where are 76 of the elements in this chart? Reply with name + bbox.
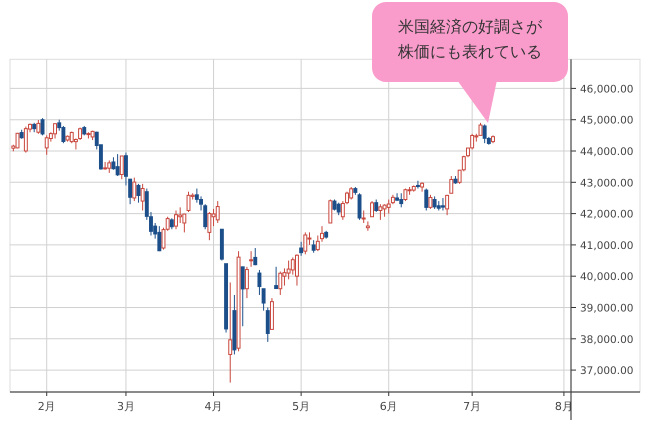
- candlestick: [382, 204, 387, 218]
- candlestick: [420, 182, 424, 192]
- candlestick: [349, 186, 354, 200]
- y-tick-label: 40,000.00: [580, 271, 634, 284]
- candlestick: [399, 192, 404, 208]
- y-tick-label: 39,000.00: [580, 302, 634, 314]
- annotation: 米国経済の好調さが株価にも表れている: [397, 17, 543, 61]
- candlestick: [70, 131, 74, 144]
- y-tick-label: 42,000.00: [580, 208, 634, 221]
- candlestick: [403, 188, 408, 202]
- candlestick: [207, 212, 212, 241]
- candlestick: [440, 197, 445, 211]
- candlestick: [36, 120, 40, 134]
- candlestick: [24, 126, 28, 154]
- candlestick: [370, 200, 374, 218]
- candlestick: [228, 282, 232, 384]
- x-tick-label: 7月: [463, 400, 482, 413]
- candlestick: [170, 218, 174, 230]
- y-tick-label: 37,000.00: [580, 365, 634, 378]
- candlestick: [140, 183, 145, 211]
- candlestick: [332, 199, 336, 211]
- candlestick: [449, 176, 454, 194]
- candlestick: [44, 134, 49, 156]
- candlestick: [378, 204, 382, 220]
- candlestick: [366, 220, 370, 232]
- candlestick: [32, 122, 36, 133]
- candlestick: [428, 194, 432, 210]
- candlestick: [240, 266, 245, 327]
- candlestick: [374, 199, 378, 213]
- candlestick: [90, 130, 95, 141]
- candlestick: [120, 155, 124, 180]
- x-tick-label: 5月: [292, 400, 310, 413]
- candlestick: [249, 250, 254, 268]
- y-tick-label: 45,000.00: [580, 114, 634, 127]
- callout: 米国経済の好調さが株価にも表れている: [372, 2, 568, 123]
- candlestick: [157, 226, 162, 252]
- candlestick: [299, 241, 304, 256]
- candlestick: [424, 188, 428, 211]
- candlestick: [174, 210, 178, 230]
- y-tick-label: 44,000.00: [580, 146, 634, 158]
- candlestick: [390, 194, 395, 205]
- candlestick: [336, 202, 341, 216]
- candlestick: [303, 232, 308, 255]
- x-tick-label: 8月: [554, 400, 573, 413]
- y-tick-label: 43,000.00: [580, 177, 634, 190]
- candlestick: [362, 210, 366, 224]
- x-tick-label: 3月: [116, 400, 135, 413]
- y-tick-label: 38,000.00: [580, 334, 634, 346]
- candlestick: [290, 256, 295, 276]
- x-tick-label: 6月: [380, 400, 398, 413]
- candlestick: [244, 266, 249, 299]
- candlestick: [295, 254, 299, 286]
- candlestick: [20, 129, 24, 140]
- candlestick: [274, 266, 278, 290]
- candlestick: [61, 125, 66, 144]
- candlestick: [182, 213, 186, 233]
- candlestick: [445, 194, 450, 216]
- candlestick: [178, 206, 182, 224]
- candlestick: [482, 124, 487, 144]
- candlestick: [53, 122, 58, 139]
- candlestick: [216, 200, 220, 224]
- candlestick: [432, 196, 437, 210]
- x-tick-label: 4月: [204, 400, 223, 413]
- candlestick: [186, 191, 190, 213]
- candlestick: [40, 118, 44, 136]
- candlestick: [328, 199, 332, 224]
- x-tick-label: 2月: [38, 400, 56, 413]
- candlestick: [386, 199, 391, 214]
- candlestick: [312, 240, 316, 254]
- y-tick-label: 41,000.00: [580, 240, 634, 252]
- candlestick: [132, 177, 136, 202]
- candlestick: [266, 306, 270, 342]
- candlestick: [116, 154, 120, 177]
- y-tick-label: 46,000.00: [580, 83, 634, 96]
- candlestick: [82, 125, 86, 136]
- candlestick: [136, 183, 140, 204]
